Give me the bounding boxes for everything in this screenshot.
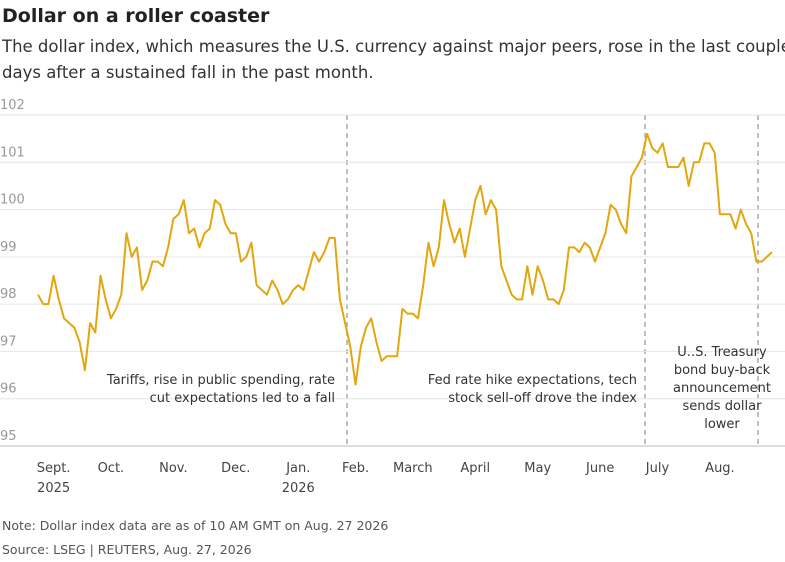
annotation: U..S. Treasury bbox=[677, 345, 767, 360]
x-tick-label: June bbox=[585, 461, 614, 476]
annotation: announcement bbox=[673, 381, 771, 396]
x-tick-label: March bbox=[393, 461, 433, 476]
chart-title: Dollar on a roller coaster bbox=[2, 5, 270, 27]
subtitle: The dollar index, which measures the U.S… bbox=[1, 37, 785, 56]
x-tick-label: Nov. bbox=[159, 461, 188, 476]
annotation: cut expectations led to a fall bbox=[150, 391, 335, 406]
y-tick-label: 96 bbox=[0, 382, 17, 397]
note: Note: Dollar index data are as of 10 AM … bbox=[2, 518, 388, 533]
x-tick-label: Dec. bbox=[221, 461, 250, 476]
x-tick-label: July bbox=[645, 461, 670, 476]
y-tick-label: 101 bbox=[0, 145, 25, 160]
x-tick-label: Feb. bbox=[342, 461, 369, 476]
x-tick-label: Sept. 2025 bbox=[37, 461, 71, 496]
x-tick-label: Jan. 2026 bbox=[282, 461, 315, 496]
y-tick-label: 97 bbox=[0, 334, 17, 349]
y-tick-label: 99 bbox=[0, 240, 17, 255]
line bbox=[37, 132, 773, 386]
annotation: lower bbox=[704, 417, 740, 432]
x-tick-label: Aug. bbox=[705, 461, 735, 476]
source: Source: LSEG | REUTERS, Aug. 27, 2026 bbox=[2, 542, 252, 557]
y-tick-label: 98 bbox=[0, 287, 17, 302]
annotation: bond buy-back bbox=[674, 363, 771, 378]
annotation: stock sell-off drove the index bbox=[448, 391, 637, 406]
annotation: Tariffs, rise in public spending, rate bbox=[106, 373, 335, 388]
subtitle: days after a sustained fall in the past … bbox=[2, 63, 374, 82]
y-tick-label: 100 bbox=[0, 193, 25, 208]
x-tick-label: May bbox=[524, 461, 551, 476]
annotation: sends dollar bbox=[683, 399, 763, 414]
x-tick-label: Oct. bbox=[98, 461, 125, 476]
x-tick-label: April bbox=[460, 461, 490, 476]
y-tick-label: 95 bbox=[0, 429, 17, 444]
annotation: Fed rate hike expectations, tech bbox=[428, 373, 637, 388]
y-tick-label: 102 bbox=[0, 98, 25, 113]
